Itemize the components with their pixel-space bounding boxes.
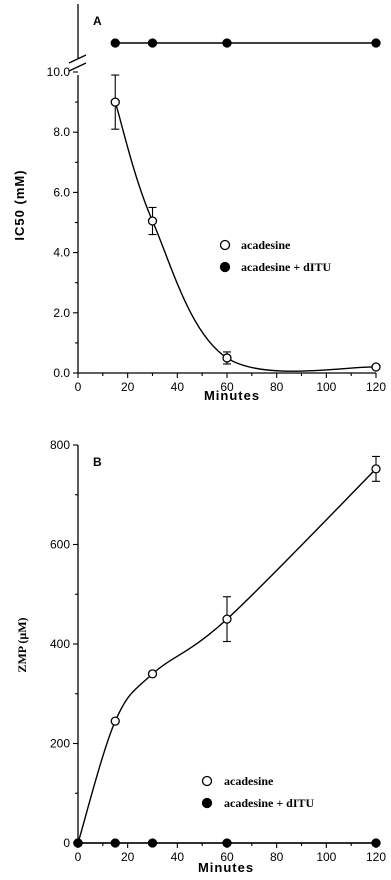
panel-b-open-point <box>222 614 232 624</box>
panel-b-marks <box>73 455 381 848</box>
legend-filled-circle-marker <box>201 797 213 809</box>
panel-b-x-tick-label: 100 <box>316 850 336 864</box>
panel-a-axis-break-mark <box>68 62 87 72</box>
panel-b: B 0 20 40 60 80 100 120 0 200 400 600 800 Minutes Z… <box>15 438 386 875</box>
panel-a: A 0 20 40 60 80 100 120 0.0 2.0 4.0 6.0 8.0 10.0 Min… <box>12 4 386 403</box>
panel-a-filled-point <box>371 38 381 48</box>
legend-filled-circle-marker <box>219 261 231 273</box>
panel-b-letter: B <box>93 455 102 469</box>
panel-a-y-tick-label: 10.0 <box>47 65 71 79</box>
panel-a-y-tick-label: 8.0 <box>53 125 70 139</box>
panel-a-y-axis-title: IC50 (mM) <box>12 169 27 240</box>
panel-a-y-tick-label: 2.0 <box>53 306 70 320</box>
panel-b-y-tick-label: 400 <box>50 637 70 651</box>
panel-a-x-tick-label: 20 <box>121 380 135 394</box>
panel-a-open-point <box>371 362 381 372</box>
panel-a-y-tick-label: 0.0 <box>53 366 70 380</box>
panel-a-x-tick-label: 40 <box>171 380 185 394</box>
panel-a-filled-point <box>222 38 232 48</box>
panel-a-x-tick-label: 60 <box>220 380 234 394</box>
panel-b-y-tick-label: 0 <box>63 836 70 850</box>
panel-b-filled-point <box>110 838 120 848</box>
panel-a-y-tick-label: 6.0 <box>53 185 70 199</box>
panel-a-marks <box>110 38 381 372</box>
panel-b-series-line <box>77 468 377 844</box>
panel-b-filled-point <box>147 838 158 848</box>
panel-b-open-point <box>110 716 120 726</box>
panel-b-y-tick-label: 600 <box>50 538 70 552</box>
panel-a-legend: acadesine acadesine + dITU <box>219 238 332 274</box>
panel-b-x-tick-label: 120 <box>366 850 386 864</box>
panel-b-x-tick-label: 20 <box>121 850 135 864</box>
legend-label: acadesine + dITU <box>224 796 315 810</box>
panel-b-open-point <box>147 669 158 679</box>
panel-a-x-tick-label: 0 <box>75 380 82 394</box>
panel-b-x-axis-title: Minutes <box>198 860 254 875</box>
panel-b-legend: acadesine acadesine + dITU <box>201 774 315 810</box>
panel-a-curves <box>114 42 377 372</box>
legend-label: acadesine <box>224 774 274 788</box>
panel-b-open-point <box>371 464 381 474</box>
panel-a-x-tick-label: 100 <box>316 380 336 394</box>
legend-open-circle-marker <box>201 775 213 787</box>
panel-b-x-tick-label: 60 <box>220 850 234 864</box>
panel-b-ticks: 0 20 40 60 80 100 120 0 200 400 600 800 <box>50 438 386 864</box>
panel-b-x-tick-label: 0 <box>75 850 82 864</box>
panel-b-filled-point <box>371 838 381 848</box>
panel-a-y-tick-label: 4.0 <box>53 246 70 260</box>
panel-b-y-axis-title: ZMP (μM) <box>15 617 29 672</box>
panel-a-x-tick-label: 80 <box>270 380 284 394</box>
panel-a-axis-break-mark <box>68 54 87 64</box>
panel-a-x-axis-title: Minutes <box>204 388 260 403</box>
panel-b-x-tick-label: 80 <box>270 850 284 864</box>
panel-a-open-point <box>222 353 232 363</box>
panel-a-open-point <box>110 97 120 107</box>
legend-label: acadesine <box>241 238 291 252</box>
panel-b-filled-point <box>73 838 83 848</box>
panel-b-filled-point <box>222 838 232 848</box>
panel-b-y-tick-label: 200 <box>50 737 70 751</box>
panel-a-ticks: 0 20 40 60 80 100 120 0.0 2.0 4.0 6.0 8.0 10.0 <box>47 65 387 394</box>
panel-b-y-tick-label: 800 <box>50 438 70 452</box>
legend-label: acadesine + dITU <box>241 260 332 274</box>
panel-a-filled-point <box>110 38 120 48</box>
panel-a-filled-point <box>147 38 158 48</box>
legend-open-circle-marker <box>219 239 231 251</box>
panel-a-series-line <box>114 101 377 372</box>
panel-a-open-point <box>147 216 158 226</box>
panel-a-x-tick-label: 120 <box>366 380 386 394</box>
panel-a-letter: A <box>93 14 102 28</box>
panel-b-x-tick-label: 40 <box>171 850 185 864</box>
